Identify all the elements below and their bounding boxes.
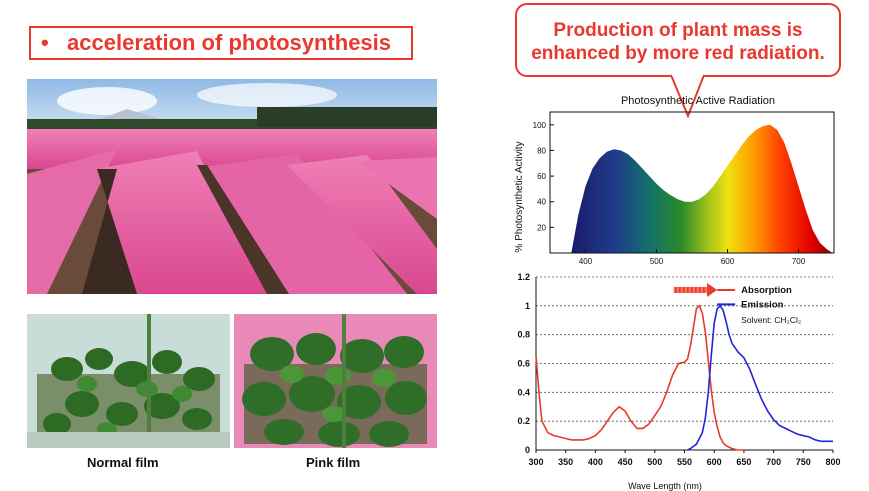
arrow-body bbox=[673, 286, 708, 293]
par-xtick-label: 700 bbox=[792, 257, 806, 266]
abs-xtick-label: 800 bbox=[825, 457, 840, 467]
abs-xtick-label: 350 bbox=[558, 457, 573, 467]
par-area bbox=[571, 124, 833, 253]
abs-xtick-label: 650 bbox=[736, 457, 751, 467]
legend-label-emission: Emission bbox=[741, 299, 783, 310]
greenhouse-field-photo bbox=[27, 79, 437, 294]
abs-ytick-label: 0.6 bbox=[517, 359, 530, 369]
par-chart-ylabel: % Photosynthetic Activity bbox=[514, 141, 525, 252]
abs-plot-area: 0 0.2 0.4 0.6 0.8 1 1.2 300 350 400 450 500 550 600 65… bbox=[517, 272, 840, 467]
normal-film-photo bbox=[27, 314, 230, 448]
arrow-icon bbox=[673, 282, 718, 297]
pink-film-photo bbox=[234, 314, 437, 448]
par-xtick-label: 400 bbox=[579, 257, 593, 266]
abs-chart-xlabel: Wave Length (nm) bbox=[628, 481, 702, 491]
par-ytick-label: 80 bbox=[537, 146, 546, 155]
arrow-head bbox=[707, 282, 718, 297]
abs-xtick-label: 500 bbox=[647, 457, 662, 467]
par-ytick-label: 40 bbox=[537, 198, 546, 207]
abs-xtick-label: 450 bbox=[618, 457, 633, 467]
caption-normal-film: Normal film bbox=[87, 455, 159, 470]
absorption-emission-chart: Wave Length (nm) 0 0.2 0.4 0.6 0.8 1 1.2 300 350… bbox=[517, 272, 840, 491]
callout-line-1: Production of plant mass is bbox=[553, 20, 803, 41]
caption-pink-film: Pink film bbox=[306, 455, 361, 470]
par-chart-title: Photosynthetic Active Radiation bbox=[621, 95, 775, 107]
abs-ytick-label: 1.2 bbox=[517, 272, 530, 282]
callout-line-2: enhanced by more red radiation. bbox=[531, 43, 825, 64]
slide-title-text: acceleration of photosynthesis bbox=[67, 30, 392, 55]
abs-ytick-label: 1 bbox=[525, 301, 530, 311]
abs-xtick-label: 600 bbox=[707, 457, 722, 467]
abs-xtick-label: 400 bbox=[588, 457, 603, 467]
abs-ytick-label: 0 bbox=[525, 445, 530, 455]
abs-ytick-label: 0.2 bbox=[517, 416, 530, 426]
par-plot-area: 20 40 60 80 100 400 500 600 700 bbox=[533, 111, 835, 266]
slide-title: • acceleration of photosynthesis bbox=[29, 26, 413, 60]
par-xtick-label: 600 bbox=[721, 257, 735, 266]
par-frame bbox=[549, 111, 835, 254]
bullet: • bbox=[41, 30, 49, 55]
callout-pointer bbox=[670, 72, 705, 119]
legend-solvent-note: Solvent: CH₂Cl₂ bbox=[741, 315, 801, 325]
series-line-emission bbox=[687, 304, 833, 451]
abs-ytick-label: 0.8 bbox=[517, 330, 530, 340]
par-ytick-label: 20 bbox=[537, 223, 546, 232]
series-line-absorption bbox=[535, 304, 744, 451]
par-ytick-label: 100 bbox=[533, 121, 547, 130]
abs-xtick-label: 300 bbox=[528, 457, 543, 467]
abs-xtick-label: 550 bbox=[677, 457, 692, 467]
par-xtick-label: 500 bbox=[650, 257, 664, 266]
abs-xtick-label: 700 bbox=[766, 457, 781, 467]
abs-ytick-label: 0.4 bbox=[517, 387, 530, 397]
callout-bubble: Production of plant mass is enhanced by … bbox=[515, 3, 841, 77]
abs-xtick-label: 750 bbox=[796, 457, 811, 467]
par-chart: Photosynthetic Active Radiation % Photos… bbox=[514, 95, 835, 266]
legend-label-absorption: Absorption bbox=[741, 285, 792, 296]
par-ytick-label: 60 bbox=[537, 172, 546, 181]
